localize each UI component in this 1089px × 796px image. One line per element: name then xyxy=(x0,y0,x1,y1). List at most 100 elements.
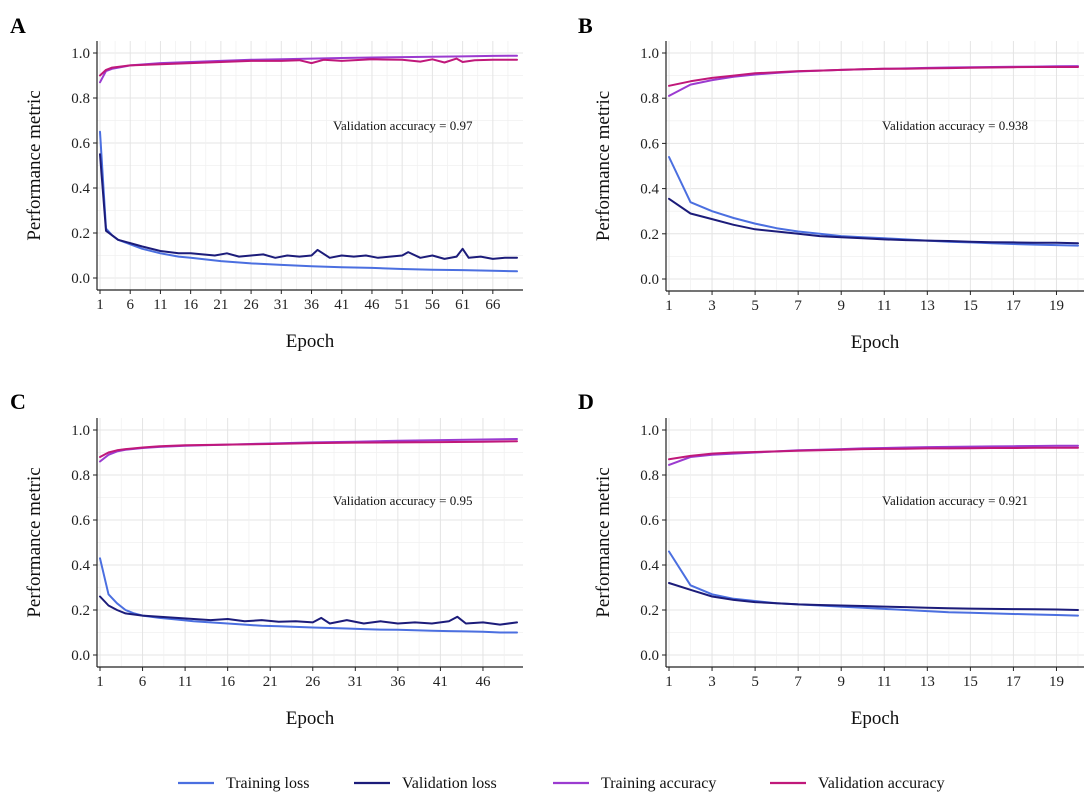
x-tick-label: 46 xyxy=(364,297,380,313)
x-tick-label: 6 xyxy=(139,674,147,690)
y-tick-label: 0.6 xyxy=(640,513,659,529)
x-tick-label: 15 xyxy=(963,674,978,690)
panel-letter: B xyxy=(578,13,593,38)
x-tick-label: 26 xyxy=(305,674,321,690)
x-tick-label: 5 xyxy=(751,674,759,690)
panel-b: B0.00.20.40.60.81.01 3 5 7 9 11 13 15 17 19EpochP… xyxy=(578,13,1084,353)
series-line-training-loss xyxy=(668,156,1079,247)
y-tick-label: 0.2 xyxy=(640,603,659,619)
series-line-validation-loss xyxy=(99,595,518,626)
validation-accuracy-annotation: Validation accuracy = 0.95 xyxy=(333,493,472,508)
y-axis-title: Performance metric xyxy=(24,90,45,240)
series-line-validation-loss xyxy=(668,582,1079,611)
x-tick-label: 6 xyxy=(126,297,134,313)
x-tick-label: 1 xyxy=(96,297,104,313)
x-tick-label: 66 xyxy=(485,297,501,313)
x-tick-label: 41 xyxy=(334,297,349,313)
legend-label: Training accuracy xyxy=(601,775,716,792)
y-tick-label: 0.8 xyxy=(71,468,90,484)
x-tick-label: 7 xyxy=(794,298,802,314)
y-tick-label: 0.8 xyxy=(71,91,90,107)
y-tick-label: 0.4 xyxy=(640,182,659,198)
x-tick-label: 19 xyxy=(1049,298,1064,314)
series-line-training-loss xyxy=(668,550,1079,617)
legend-label: Validation accuracy xyxy=(818,775,945,792)
x-tick-label: 31 xyxy=(348,674,363,690)
panel-a: A0.00.20.40.60.81.01 6 11 16 21 26 31 36 41 46 51 5… xyxy=(10,13,523,352)
y-axis-title: Performance metric xyxy=(593,91,614,241)
x-tick-label: 7 xyxy=(794,674,802,690)
panel-letter: A xyxy=(10,13,26,38)
y-tick-label: 0.8 xyxy=(640,468,659,484)
y-tick-label: 0.0 xyxy=(640,272,659,288)
y-tick-label: 0.2 xyxy=(640,227,659,243)
series-line-validation-accuracy xyxy=(668,66,1079,87)
x-tick-label: 21 xyxy=(263,674,278,690)
legend: Training loss Validation loss Training acc… xyxy=(178,775,945,792)
x-tick-label: 36 xyxy=(304,297,320,313)
panel-d: D0.00.20.40.60.81.01 3 5 7 9 11 13 15 17 19EpochP… xyxy=(578,389,1084,729)
y-tick-label: 0.6 xyxy=(71,513,90,529)
x-tick-label: 1 xyxy=(665,674,673,690)
x-tick-label: 11 xyxy=(877,674,891,690)
x-tick-label: 13 xyxy=(920,298,935,314)
x-tick-label: 26 xyxy=(244,297,260,313)
x-tick-label: 19 xyxy=(1049,674,1064,690)
x-tick-label: 31 xyxy=(274,297,289,313)
y-tick-label: 0.4 xyxy=(640,558,659,574)
series-line-validation-loss xyxy=(99,153,518,260)
x-tick-label: 41 xyxy=(433,674,448,690)
x-axis-title: Epoch xyxy=(286,708,335,729)
x-tick-label: 13 xyxy=(920,674,935,690)
gridlines xyxy=(666,418,1084,667)
x-tick-label: 61 xyxy=(455,297,470,313)
y-axis-title: Performance metric xyxy=(24,467,45,617)
x-tick-label: 16 xyxy=(183,297,199,313)
y-tick-label: 0.8 xyxy=(640,91,659,107)
y-axis-title: Performance metric xyxy=(593,467,614,617)
series-line-validation-accuracy xyxy=(668,446,1079,461)
x-tick-label: 1 xyxy=(665,298,673,314)
y-tick-label: 0.0 xyxy=(640,648,659,664)
y-tick-label: 0.4 xyxy=(71,558,90,574)
x-tick-label: 15 xyxy=(963,298,978,314)
series-line-validation-accuracy xyxy=(99,57,518,77)
validation-accuracy-annotation: Validation accuracy = 0.938 xyxy=(882,118,1028,133)
series-line-training-accuracy xyxy=(668,65,1079,97)
panel-letter: C xyxy=(10,389,26,414)
x-axis-title: Epoch xyxy=(286,331,335,352)
x-tick-label: 3 xyxy=(708,298,716,314)
x-tick-label: 9 xyxy=(837,298,845,314)
x-tick-label: 11 xyxy=(877,298,891,314)
x-tick-label: 11 xyxy=(178,674,192,690)
legend-label: Validation loss xyxy=(402,775,497,792)
x-tick-label: 9 xyxy=(837,674,845,690)
panel-letter: D xyxy=(578,389,594,414)
x-tick-label: 56 xyxy=(425,297,441,313)
y-tick-label: 1.0 xyxy=(71,423,90,439)
panel-c: C0.00.20.40.60.81.01 6 11 16 21 26 31 36 41 46Epo… xyxy=(10,389,523,729)
y-tick-label: 1.0 xyxy=(640,423,659,439)
x-tick-label: 17 xyxy=(1006,298,1022,314)
validation-accuracy-annotation: Validation accuracy = 0.97 xyxy=(333,118,473,133)
validation-accuracy-annotation: Validation accuracy = 0.921 xyxy=(882,493,1028,508)
y-tick-label: 1.0 xyxy=(640,46,659,62)
y-tick-label: 1.0 xyxy=(71,46,90,62)
x-tick-label: 3 xyxy=(708,674,716,690)
x-tick-label: 46 xyxy=(475,674,491,690)
y-tick-label: 0.4 xyxy=(71,181,90,197)
x-tick-label: 1 xyxy=(96,674,104,690)
y-tick-label: 0.6 xyxy=(640,136,659,152)
y-tick-label: 0.0 xyxy=(71,271,90,287)
series-line-validation-loss xyxy=(668,197,1079,245)
x-tick-label: 16 xyxy=(220,674,236,690)
x-tick-label: 11 xyxy=(153,297,167,313)
x-tick-label: 51 xyxy=(395,297,410,313)
gridlines xyxy=(666,41,1084,291)
legend-label: Training loss xyxy=(226,775,309,792)
x-tick-label: 21 xyxy=(213,297,228,313)
y-tick-label: 0.0 xyxy=(71,648,90,664)
y-tick-label: 0.2 xyxy=(71,603,90,619)
y-tick-label: 0.6 xyxy=(71,136,90,152)
